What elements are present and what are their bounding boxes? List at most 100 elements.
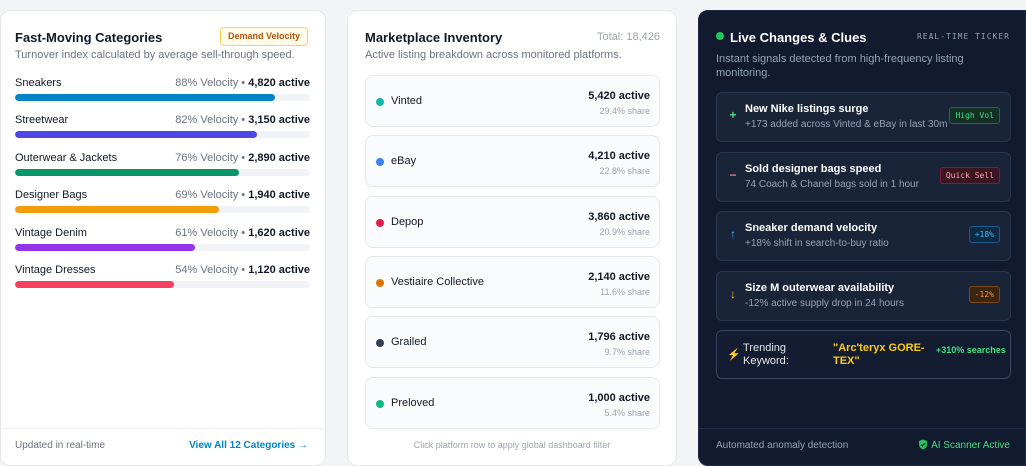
trending-keyword: "Arc'teryx GORE-TEX" bbox=[833, 342, 925, 367]
platform-color-dot bbox=[376, 218, 384, 227]
velocity-bar-track bbox=[15, 281, 310, 288]
category-row[interactable]: Designer Bags 69% Velocity • 1,940 active bbox=[15, 189, 310, 219]
active-count: 1,940 active bbox=[248, 189, 310, 202]
category-row[interactable]: Streetwear 82% Velocity • 3,150 active bbox=[15, 114, 310, 144]
trending-change: +310% searches bbox=[936, 345, 1006, 355]
platform-row[interactable]: Grailed 1,796 active 9.7% share bbox=[365, 316, 660, 369]
category-stats: 69% Velocity • 1,940 active bbox=[175, 189, 310, 202]
category-stats: 88% Velocity • 4,820 active bbox=[175, 77, 310, 89]
filter-hint: Click platform row to apply global dashb… bbox=[413, 440, 611, 450]
total-count: Total: 18,426 bbox=[597, 31, 660, 43]
platform-row[interactable]: Vinted 5,420 active 29.4% share bbox=[365, 75, 660, 127]
clue-item[interactable]: + New Nike listings surge +173 added acros… bbox=[716, 92, 1011, 142]
velocity-bar-track bbox=[15, 206, 310, 214]
ai-scanner-status: AI Scanner Active bbox=[918, 439, 1010, 451]
category-stats: 54% Velocity • 1,120 active bbox=[175, 264, 310, 276]
card-subtitle: Active listing breakdown across monitore… bbox=[365, 49, 622, 61]
velocity-bar-fill bbox=[15, 168, 240, 176]
platform-active-count: 4,210 active bbox=[588, 150, 650, 163]
shield-check-icon bbox=[919, 439, 928, 450]
category-row[interactable]: Vintage Dresses 54% Velocity • 1,120 acti… bbox=[15, 264, 310, 294]
category-name: Vintage Denim bbox=[15, 226, 87, 239]
category-row[interactable]: Vintage Denim 61% Velocity • 1,620 active bbox=[15, 227, 310, 257]
platform-row[interactable]: Preloved 1,000 active 5.4% share bbox=[365, 376, 660, 429]
active-count: 1,620 active bbox=[248, 226, 310, 239]
view-all-categories-link[interactable]: View All 12 Categories → bbox=[189, 440, 308, 451]
real-time-ticker-label: REAL-TIME TICKER bbox=[916, 32, 1010, 41]
platform-row[interactable]: Depop 3,860 active 20.9% share bbox=[365, 195, 660, 248]
platform-row[interactable]: eBay 4,210 active 22.8% share bbox=[365, 135, 660, 188]
velocity-value: 82% Velocity bbox=[175, 114, 239, 127]
platform-share: 20.9% share bbox=[599, 226, 650, 237]
category-stats: 76% Velocity • 2,890 active bbox=[175, 151, 310, 164]
platform-name: Preloved bbox=[391, 396, 435, 409]
platform-color-dot bbox=[376, 339, 384, 348]
platform-share: 5.4% share bbox=[604, 407, 650, 418]
category-row[interactable]: Outerwear & Jackets 76% Velocity • 2,890 … bbox=[15, 152, 310, 182]
platform-color-dot bbox=[376, 399, 384, 408]
marketplace-inventory-card: Marketplace Inventory Total: 18,426 Acti… bbox=[347, 10, 677, 466]
category-stats: 82% Velocity • 3,150 active bbox=[175, 114, 310, 127]
minus-icon: − bbox=[729, 167, 737, 182]
platform-active-count: 1,000 active bbox=[588, 391, 650, 404]
trending-keyword-box[interactable]: ⚡ Trending Keyword: "Arc'teryx GORE-TEX"… bbox=[716, 330, 1011, 379]
velocity-bar-fill bbox=[15, 131, 257, 139]
platform-share: 22.8% share bbox=[599, 166, 650, 177]
category-row[interactable]: Sneakers 88% Velocity • 4,820 active bbox=[15, 77, 310, 107]
clue-title: Sneaker demand velocity bbox=[745, 222, 878, 234]
divider bbox=[1, 428, 325, 429]
velocity-bar-fill bbox=[15, 243, 195, 251]
platform-active-count: 3,860 active bbox=[588, 210, 650, 223]
clue-title: Size M outerwear availability bbox=[745, 281, 895, 294]
platform-share: 11.6% share bbox=[600, 286, 650, 297]
platform-active-count: 2,140 active bbox=[588, 270, 650, 283]
divider bbox=[699, 428, 1025, 429]
velocity-bar-fill bbox=[15, 281, 175, 288]
live-indicator-dot bbox=[716, 32, 724, 40]
platform-color-dot bbox=[376, 278, 384, 287]
clue-description: 74 Coach & Chanel bags sold in 1 hour bbox=[745, 178, 920, 190]
plus-icon: + bbox=[729, 108, 737, 122]
clue-item[interactable]: ↑ Sneaker demand velocity +18% shift in se… bbox=[716, 211, 1011, 261]
category-name: Vintage Dresses bbox=[15, 264, 96, 276]
fast-moving-categories-card: Fast-Moving Categories Demand Velocity T… bbox=[0, 10, 326, 466]
card-subtitle: Turnover index calculated by average sel… bbox=[15, 49, 295, 61]
category-name: Sneakers bbox=[15, 77, 62, 89]
updated-status: Updated in real-time bbox=[15, 440, 106, 451]
category-stats: 61% Velocity • 1,620 active bbox=[175, 226, 310, 239]
clue-item[interactable]: − Sold designer bags speed 74 Coach & Chan… bbox=[716, 151, 1011, 202]
clue-tag: Quick Sell bbox=[939, 166, 1000, 184]
velocity-value: 61% Velocity bbox=[175, 226, 239, 239]
velocity-bar-track bbox=[15, 94, 310, 101]
clue-item[interactable]: ↓ Size M outerwear availability -12% activ… bbox=[716, 270, 1011, 321]
arrow-up-icon: ↑ bbox=[730, 227, 736, 241]
platform-name: Depop bbox=[391, 215, 424, 228]
platform-active-count: 1,796 active bbox=[588, 331, 650, 344]
category-name: Outerwear & Jackets bbox=[15, 151, 118, 164]
platform-name: Vinted bbox=[391, 95, 422, 107]
velocity-value: 54% Velocity bbox=[175, 264, 239, 276]
clue-tag: High Vol bbox=[949, 107, 1000, 124]
velocity-bar-track bbox=[15, 243, 310, 251]
platform-share: 9.7% share bbox=[604, 347, 650, 358]
category-name: Designer Bags bbox=[15, 189, 88, 202]
active-count: 2,890 active bbox=[248, 151, 310, 164]
ai-scanner-label: AI Scanner Active bbox=[931, 440, 1010, 451]
velocity-bar-track bbox=[15, 131, 310, 139]
clue-tag: -12% bbox=[968, 285, 1000, 303]
platform-name: eBay bbox=[391, 155, 417, 168]
platform-name: Vestiaire Collective bbox=[391, 275, 484, 288]
platform-active-count: 5,420 active bbox=[588, 90, 650, 102]
card-title: Live Changes & Clues bbox=[730, 30, 867, 45]
platform-name: Grailed bbox=[391, 336, 427, 349]
active-count: 3,150 active bbox=[248, 114, 310, 127]
card-subtitle: Instant signals detected from high-frequ… bbox=[716, 53, 964, 79]
category-name: Streetwear bbox=[15, 114, 69, 127]
clue-description: +18% shift in search-to-buy ratio bbox=[745, 238, 889, 249]
velocity-value: 88% Velocity bbox=[175, 77, 239, 89]
clue-title: Sold designer bags speed bbox=[745, 162, 882, 175]
platform-color-dot bbox=[376, 98, 384, 106]
card-title: Fast-Moving Categories bbox=[15, 30, 163, 45]
platform-row[interactable]: Vestiaire Collective 2,140 active 11.6% sh… bbox=[365, 255, 660, 308]
platform-share: 29.4% share bbox=[599, 106, 650, 116]
